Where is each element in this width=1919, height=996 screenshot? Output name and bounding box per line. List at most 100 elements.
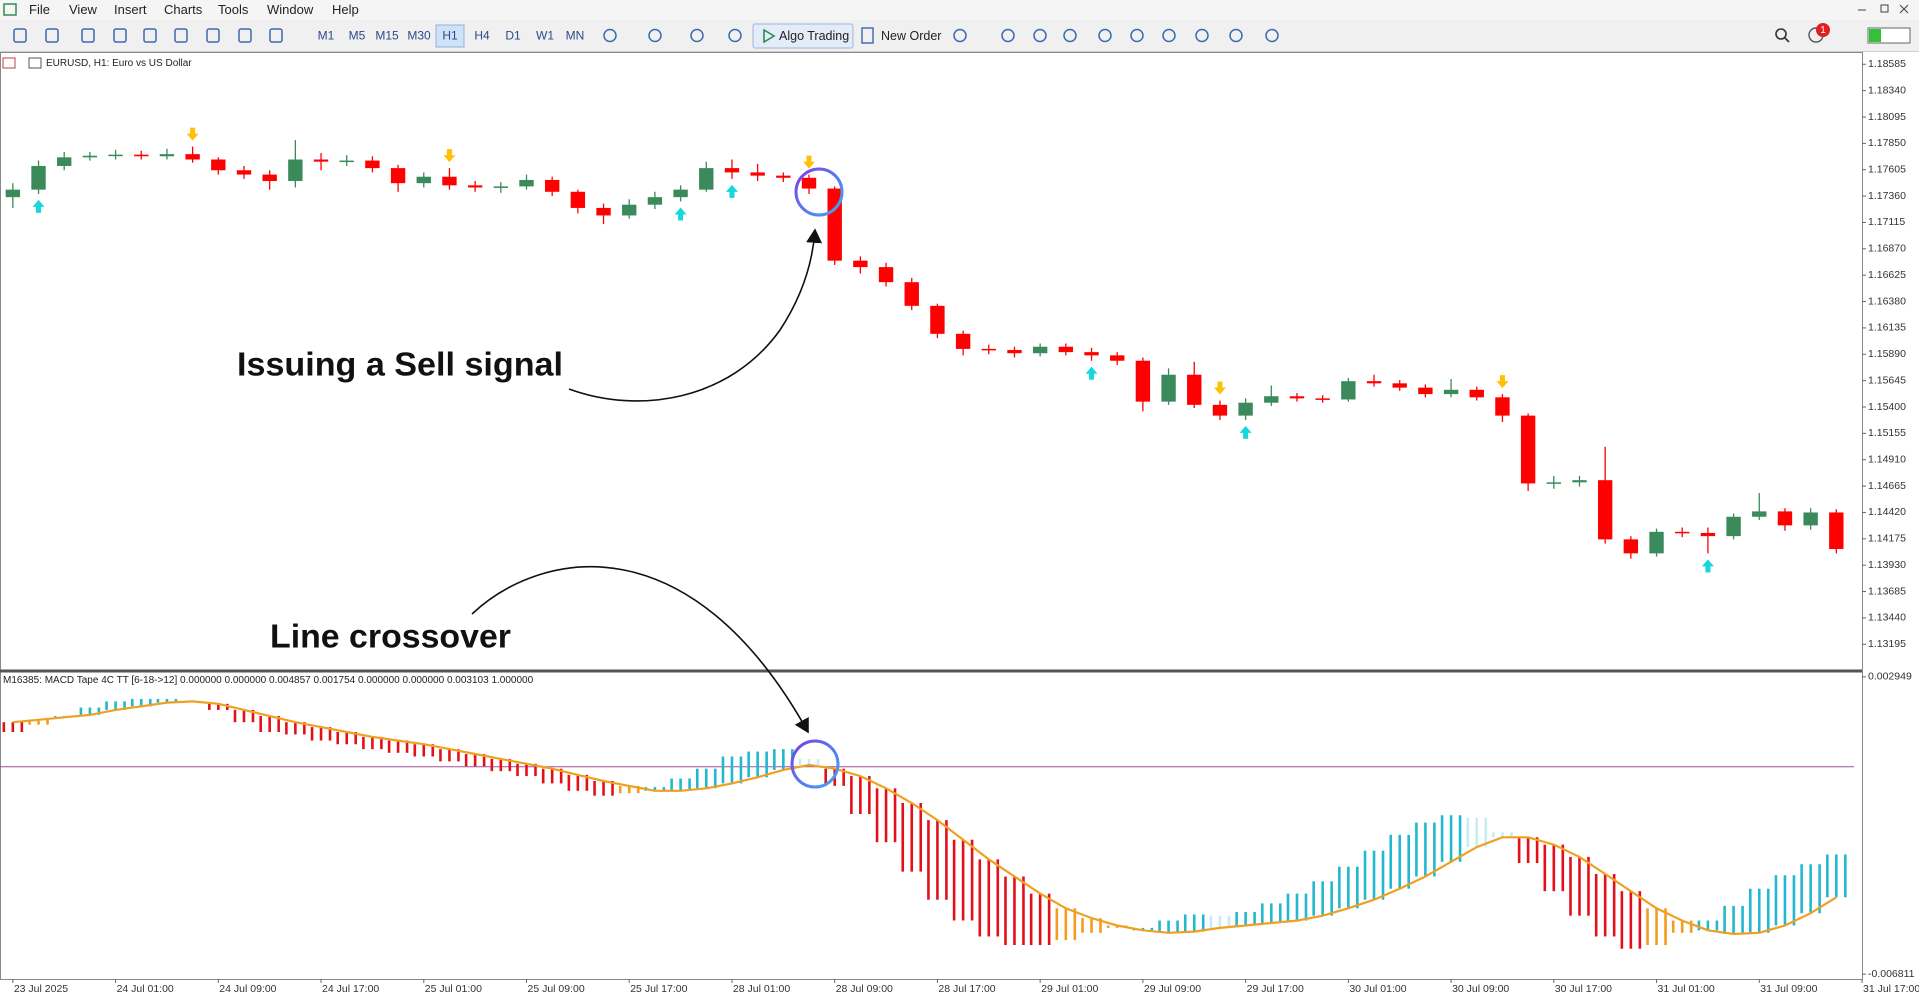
y-tick-label: 1.15890 (1868, 348, 1906, 360)
tool-icon[interactable] (603, 28, 617, 43)
candle-body (1366, 381, 1382, 384)
candle-body (955, 333, 971, 349)
tool-icon[interactable] (174, 28, 188, 43)
tool-icon[interactable] (648, 28, 662, 43)
timeframe-button[interactable]: W1 (536, 29, 554, 43)
sell-signal-arrow (186, 127, 199, 141)
timeframe-button[interactable]: D1 (505, 29, 521, 43)
x-tick-label: 28 Jul 09:00 (836, 983, 893, 995)
candle-body (1392, 383, 1407, 388)
y-tick-label: 1.13930 (1868, 559, 1906, 571)
timeframe-button[interactable]: MN (566, 29, 585, 43)
candle-body (57, 157, 72, 166)
chart-icon (2, 57, 16, 69)
candle-body (1058, 346, 1074, 353)
y-tick-label: 1.15155 (1868, 427, 1906, 439)
toolbar-icons (13, 28, 1279, 43)
sell-annotation: Issuing a Sell signal (237, 346, 563, 383)
candle-body (1212, 404, 1228, 416)
tool-icon[interactable] (1063, 28, 1077, 43)
tool-icon[interactable] (1162, 28, 1176, 43)
tool-icon[interactable] (1130, 28, 1144, 43)
timeframe-button[interactable]: H1 (442, 29, 458, 43)
sell-signal-arrow (443, 149, 456, 163)
candle-body (288, 159, 303, 182)
candle-body (1649, 531, 1664, 554)
candle-body (1315, 398, 1330, 400)
candle-body (339, 160, 354, 163)
menu-item[interactable]: Charts (164, 2, 203, 17)
candle-body (442, 176, 457, 186)
tool-icon[interactable] (1229, 28, 1243, 43)
candle-body (750, 172, 765, 176)
timeframe-button[interactable]: M15 (375, 29, 399, 43)
tool-icon[interactable] (113, 28, 127, 43)
tool-icon[interactable] (81, 28, 95, 43)
y-tick-label: 1.17360 (1868, 190, 1906, 202)
timeframe-button[interactable]: M30 (407, 29, 431, 43)
candle-body (1084, 352, 1099, 356)
candle-body (1110, 355, 1125, 361)
y-tick-label: 1.14665 (1868, 480, 1906, 492)
crossover-annotation-arrow (471, 566, 809, 734)
y-tick-label: 1.14175 (1868, 533, 1906, 545)
tool-icon[interactable] (1265, 28, 1279, 43)
buy-signal-arrow (1085, 366, 1098, 380)
tool-icon[interactable] (206, 28, 220, 43)
candle-body (673, 189, 688, 198)
timeframe-button[interactable]: M1 (318, 29, 335, 43)
symbol-icon (28, 57, 42, 69)
y-tick-label: 1.18340 (1868, 84, 1906, 96)
algo-trading-label[interactable]: Algo Trading (779, 29, 849, 43)
x-tick-label: 31 Jul 09:00 (1760, 983, 1817, 995)
timeframe-button[interactable]: H4 (474, 29, 490, 43)
menu-bar (0, 0, 1919, 20)
candle-body (1289, 396, 1305, 399)
candle-body (1469, 389, 1484, 398)
timeframe-button[interactable]: M5 (349, 29, 366, 43)
x-tick-label: 28 Jul 17:00 (938, 983, 995, 995)
x-tick-label: 30 Jul 01:00 (1349, 983, 1406, 995)
sell-annotation-arrow (568, 228, 823, 402)
new-order-label[interactable]: New Order (881, 29, 941, 43)
tool-icon[interactable] (1098, 28, 1112, 43)
candle-body (1238, 402, 1253, 416)
buy-signal-arrow (1701, 559, 1714, 573)
tool-icon[interactable] (1195, 28, 1209, 43)
tool-icon[interactable] (690, 28, 704, 43)
candle-body (236, 170, 252, 175)
menu-item[interactable]: Tools (218, 2, 249, 17)
chart-title: EURUSD, H1: Euro vs US Dollar (46, 58, 192, 69)
menu-item[interactable]: Help (332, 2, 359, 17)
tool-icon[interactable] (728, 28, 742, 43)
tool-icon[interactable] (45, 28, 59, 43)
menu-item[interactable]: File (29, 2, 50, 17)
tool-icon[interactable] (1033, 28, 1047, 43)
candle-body (1623, 539, 1639, 554)
candle-body (1572, 480, 1587, 483)
tool-icon[interactable] (238, 28, 252, 43)
algo-trading-button[interactable] (752, 23, 854, 49)
x-tick-label: 30 Jul 17:00 (1555, 983, 1612, 995)
x-tick-label: 24 Jul 01:00 (117, 983, 174, 995)
y-tick-label: 1.16870 (1868, 243, 1906, 255)
candle-body (647, 197, 663, 205)
x-tick-label: 29 Jul 01:00 (1041, 983, 1098, 995)
new-order-icon (861, 27, 874, 44)
candle-body (108, 154, 123, 157)
tool-icon[interactable] (13, 28, 27, 43)
tool-icon[interactable] (1001, 28, 1015, 43)
x-tick-label: 24 Jul 17:00 (322, 983, 379, 995)
tool-icon[interactable] (269, 28, 283, 43)
menu-item[interactable]: Window (267, 2, 314, 17)
menu-item[interactable]: View (69, 2, 98, 17)
y-tick-label: 1.18585 (1868, 58, 1906, 70)
tool-icon[interactable] (143, 28, 157, 43)
candle-body (930, 305, 945, 334)
menu-item[interactable]: Insert (114, 2, 147, 17)
y-tick-label: 1.16135 (1868, 322, 1906, 334)
search-icon[interactable] (1775, 28, 1790, 43)
y-tick-label: -0.006811 (1868, 968, 1915, 980)
candle-body (1443, 389, 1459, 395)
tool-icon[interactable] (953, 28, 967, 43)
